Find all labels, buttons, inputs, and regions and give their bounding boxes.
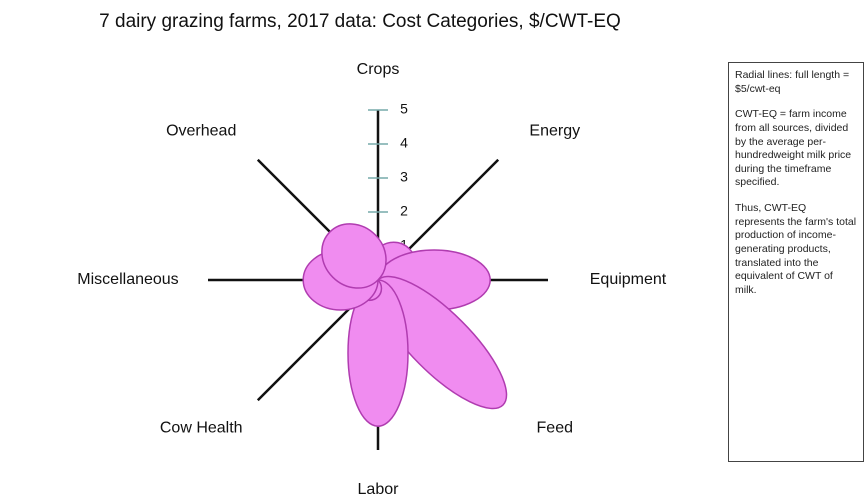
chart-title: 7 dairy grazing farms, 2017 data: Cost C… xyxy=(99,11,621,32)
category-label: Cow Health xyxy=(160,420,243,437)
note-paragraph: CWT-EQ = farm income from all sources, d… xyxy=(735,108,852,189)
category-label: Overhead xyxy=(166,123,236,140)
note-paragraph: Thus, CWT-EQ represents the farm's total… xyxy=(735,202,857,296)
category-label: Crops xyxy=(357,61,400,78)
category-label: Energy xyxy=(529,123,580,140)
category-label: Labor xyxy=(358,481,400,498)
tick-label: 5 xyxy=(400,101,408,117)
tick-label: 2 xyxy=(400,203,408,219)
category-label: Equipment xyxy=(590,271,667,288)
category-label: Miscellaneous xyxy=(77,271,178,288)
chart: 7 dairy grazing farms, 2017 data: Cost C… xyxy=(77,11,667,498)
category-label: Feed xyxy=(537,420,573,437)
note-paragraph: Radial lines: full length = $5/cwt-eq xyxy=(735,69,850,95)
tick-label: 3 xyxy=(400,169,408,185)
note-box: Radial lines: full length = $5/cwt-eq CWT… xyxy=(728,62,864,462)
tick-label: 4 xyxy=(400,135,408,151)
petal xyxy=(321,223,387,289)
